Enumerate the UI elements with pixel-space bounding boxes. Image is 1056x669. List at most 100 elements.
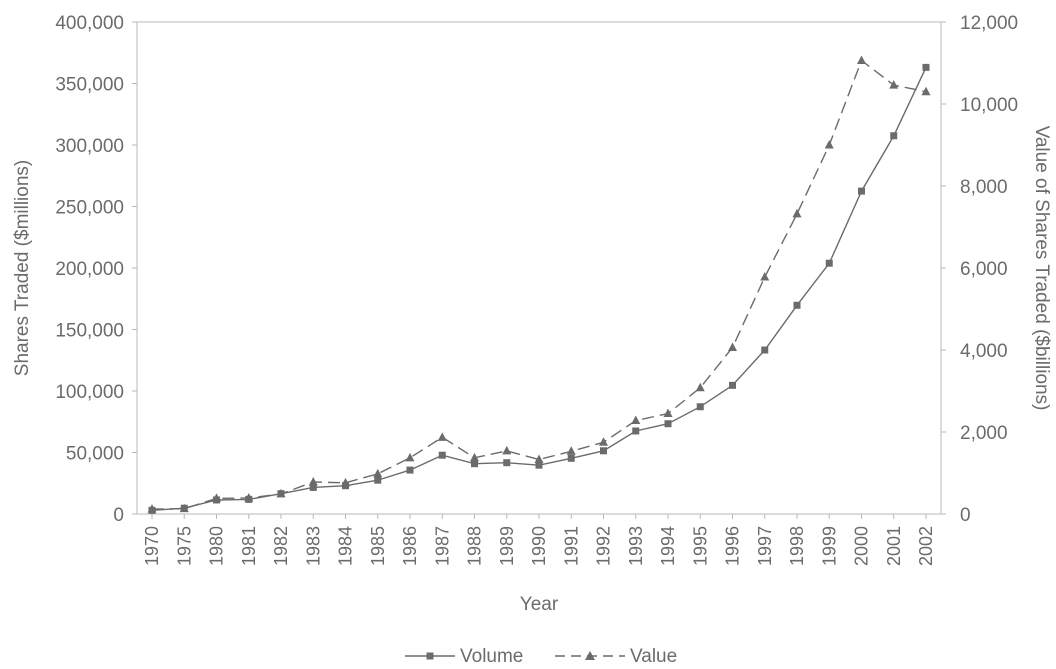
data-point-value: [212, 493, 221, 502]
left-tick-label: 400,000: [55, 13, 124, 34]
x-tick-label: 1981: [239, 526, 259, 566]
data-point-value: [599, 437, 608, 446]
right-tick-label: 10,000: [960, 95, 1018, 116]
x-tick-label: 1993: [626, 526, 646, 566]
x-tick-label: 1998: [787, 526, 807, 566]
x-tick-label: 1984: [336, 526, 356, 566]
data-point-volume: [632, 427, 640, 435]
x-tick-label: 1985: [368, 526, 388, 566]
data-point-volume: [696, 403, 704, 411]
series-line-volume: [151, 67, 927, 511]
data-point-volume: [567, 454, 575, 462]
right-tick-label: 6,000: [960, 259, 1008, 280]
data-point-value: [341, 477, 350, 487]
data-point-value: [889, 80, 899, 89]
data-point-value: [502, 445, 512, 455]
x-axis: 1970 1975 1980 1981 1982 1983 1984 1985 1986 1987…: [142, 514, 936, 566]
right-axis-title: Value of Shares Traded ($billions): [1031, 126, 1052, 411]
data-point-volume: [793, 301, 801, 309]
x-tick-label: 1989: [497, 526, 517, 566]
legend-volume-marker: [426, 652, 434, 660]
data-point-volume: [761, 346, 769, 354]
data-point-value: [534, 454, 544, 463]
data-point-volume: [438, 451, 446, 459]
data-point-volume: [471, 460, 478, 468]
data-point-value: [437, 432, 447, 441]
x-tick-label: 1980: [207, 526, 227, 566]
data-point-value: [566, 446, 576, 455]
left-axis: 0 50,000 100,000 150,000 200,000 250,000 300,0…: [55, 13, 137, 526]
data-point-volume: [374, 476, 382, 484]
data-point-value: [308, 477, 318, 486]
left-tick-label: 0: [113, 505, 124, 526]
x-tick-label: 1970: [142, 526, 162, 566]
data-point-value: [405, 452, 415, 462]
right-tick-label: 4,000: [960, 341, 1008, 362]
data-point-volume: [406, 466, 414, 474]
right-axis: 0 2,000 4,000 6,000 8,000 10,000 12,000: [941, 13, 1018, 526]
data-point-value: [470, 452, 479, 462]
plot-frame: [136, 21, 942, 515]
right-tick-label: 8,000: [960, 177, 1008, 198]
x-tick-label: 1987: [432, 526, 452, 566]
data-point-volume: [600, 447, 607, 455]
x-tick-label: 1990: [529, 526, 549, 566]
data-point-value: [373, 468, 383, 478]
x-axis-title: Year: [520, 594, 559, 615]
legend-value-label: Value: [630, 646, 677, 667]
data-point-value: [631, 415, 641, 425]
left-tick-label: 350,000: [55, 75, 124, 96]
data-point-value: [179, 503, 189, 513]
x-tick-label: 1983: [303, 526, 323, 566]
data-point-value: [792, 208, 802, 218]
x-tick-label: 1995: [690, 526, 710, 566]
data-point-value: [244, 493, 254, 502]
x-tick-label: 1996: [723, 526, 743, 566]
x-tick-label: 1994: [658, 526, 678, 566]
left-tick-label: 100,000: [55, 382, 124, 403]
left-tick-label: 50,000: [66, 444, 124, 465]
x-tick-label: 1991: [561, 526, 581, 566]
data-point-volume: [729, 381, 736, 389]
data-point-volume: [309, 483, 317, 491]
x-tick-label: 2000: [852, 526, 872, 566]
data-point-value: [857, 55, 866, 65]
x-tick-label: 2002: [916, 526, 936, 566]
legend-value-marker: [585, 651, 595, 660]
data-point-volume: [825, 259, 833, 267]
data-point-volume: [922, 63, 930, 71]
left-tick-label: 250,000: [55, 198, 124, 219]
data-point-volume: [664, 420, 672, 428]
data-point-volume: [503, 459, 511, 467]
series-layer: [147, 55, 931, 514]
data-point-value: [921, 86, 931, 96]
data-point-value: [695, 382, 705, 392]
data-point-volume: [535, 461, 543, 469]
data-point-volume: [858, 187, 865, 195]
x-tick-label: 1986: [400, 526, 420, 566]
x-tick-label: 2001: [884, 526, 904, 566]
data-point-value: [728, 342, 737, 352]
legend-volume-label: Volume: [460, 646, 523, 667]
x-tick-label: 1975: [174, 526, 194, 566]
data-point-value: [824, 140, 834, 149]
right-tick-label: 12,000: [960, 13, 1018, 34]
left-axis-title: Shares Traded ($millions): [12, 160, 33, 376]
right-tick-label: 0: [960, 505, 971, 526]
data-point-volume: [890, 132, 898, 140]
legend: Volume Value: [405, 646, 677, 667]
x-tick-label: 1992: [594, 526, 614, 566]
x-tick-label: 1982: [271, 526, 291, 566]
left-tick-label: 150,000: [55, 321, 124, 342]
x-tick-label: 1999: [819, 526, 839, 566]
data-point-value: [276, 488, 286, 498]
left-tick-label: 300,000: [55, 136, 124, 157]
data-point-value: [760, 272, 770, 281]
series-line-value: [151, 59, 927, 510]
x-tick-label: 1988: [465, 526, 485, 566]
data-point-value: [663, 408, 673, 418]
right-tick-label: 2,000: [960, 423, 1008, 444]
left-tick-label: 200,000: [55, 259, 124, 280]
x-tick-label: 1997: [755, 526, 775, 566]
